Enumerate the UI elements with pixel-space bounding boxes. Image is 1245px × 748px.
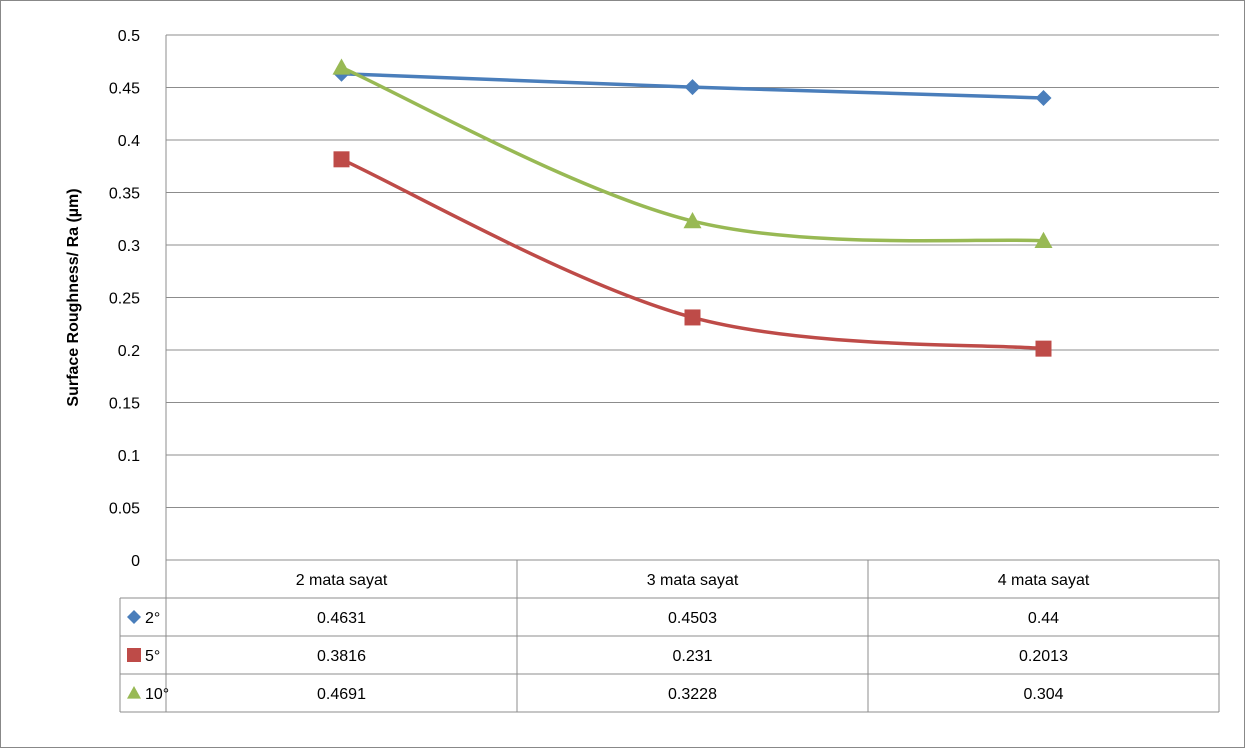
- legend-label: 5°: [145, 648, 160, 665]
- data-value-label: 0.44: [1028, 610, 1059, 627]
- data-value-label: 0.4691: [317, 686, 366, 703]
- data-point-1-0: [333, 151, 350, 168]
- y-tick-label: 0.25: [109, 291, 140, 308]
- category-label: 3 mata sayat: [647, 572, 739, 589]
- data-value-label: 0.4631: [317, 610, 366, 627]
- y-tick-label: 0.5: [118, 28, 140, 45]
- y-tick-label: 0.15: [109, 396, 140, 413]
- data-point-0-2: [1035, 90, 1052, 106]
- data-value-label: 0.304: [1023, 686, 1063, 703]
- data-point-2-1: [683, 212, 702, 229]
- legend-label: 2°: [145, 610, 160, 627]
- legend-key-0: [127, 610, 141, 624]
- y-tick-label: 0.05: [109, 501, 140, 518]
- y-tick-label: 0.3: [118, 238, 140, 255]
- y-tick-label: 0.2: [118, 343, 140, 360]
- y-tick-label: 0: [131, 553, 140, 570]
- data-point-2-2: [1034, 231, 1053, 248]
- data-value-label: 0.3816: [317, 648, 366, 665]
- category-label: 4 mata sayat: [998, 572, 1090, 589]
- data-value-label: 0.2013: [1019, 648, 1068, 665]
- data-point-1-1: [684, 309, 701, 326]
- y-tick-label: 0.4: [118, 133, 140, 150]
- data-point-0-1: [684, 79, 701, 96]
- legend-label: 10°: [145, 686, 169, 703]
- y-tick-label: 0.35: [109, 186, 140, 203]
- data-value-label: 0.4503: [668, 610, 717, 627]
- gridlines: [165, 34, 1219, 561]
- y-tick-label: 0.1: [118, 448, 140, 465]
- data-point-2-0: [332, 58, 351, 75]
- data-value-label: 0.3228: [668, 686, 717, 703]
- data-value-label: 0.231: [672, 648, 712, 665]
- category-label: 2 mata sayat: [296, 572, 388, 589]
- y-tick-label: 0.45: [109, 81, 140, 98]
- data-point-1-2: [1035, 340, 1052, 357]
- y-axis-ticks: 0 0.05 0.1 0.15 0.2 0.25 0.3 0.35 0.4 0.45 0.5: [109, 28, 140, 570]
- series-layer: [332, 58, 1053, 357]
- legend-key-1: [127, 648, 141, 662]
- legend-key-2: [127, 686, 141, 699]
- data-table: 2 mata sayat 3 mata sayat 4 mata sayat 2° 0.…: [119, 559, 1220, 713]
- y-axis-title: Surface Roughness/ Ra (µm): [65, 188, 82, 406]
